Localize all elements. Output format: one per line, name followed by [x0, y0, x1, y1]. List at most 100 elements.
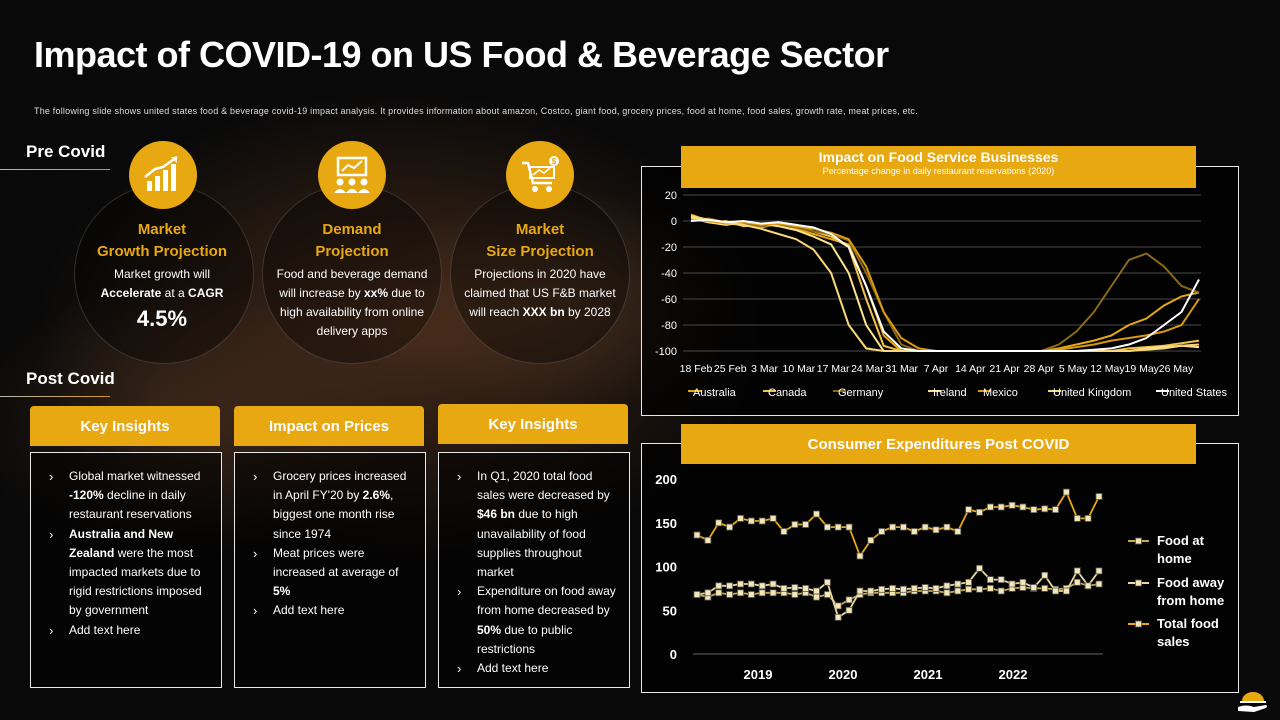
data-point-marker — [715, 589, 723, 597]
data-point-marker — [878, 528, 886, 535]
data-point-marker — [889, 523, 897, 531]
x-tick-label: 21 Apr — [989, 363, 1020, 375]
x-tick-label: 24 Mar — [851, 363, 884, 375]
data-point-marker — [1030, 506, 1038, 513]
data-point-marker — [954, 580, 962, 588]
data-point-marker — [878, 585, 886, 593]
y-tick-label: -60 — [661, 294, 677, 306]
legend-marker — [1135, 620, 1142, 628]
data-point-marker — [802, 521, 810, 528]
x-tick-label: 19 May — [1124, 363, 1159, 375]
data-point-marker — [997, 587, 1005, 595]
data-point-marker — [921, 584, 929, 591]
growth-projection-card — [74, 184, 254, 364]
list-item: Expenditure on food away from home decre… — [455, 582, 619, 659]
page-title: Impact of COVID-19 on US Food & Beverage… — [34, 34, 889, 75]
data-point-marker — [856, 552, 864, 560]
data-point-marker — [791, 521, 799, 528]
data-point-marker — [747, 517, 755, 525]
y-tick-label: -40 — [661, 268, 677, 280]
data-point-marker — [747, 580, 755, 588]
list-item: Grocery prices increased in April FY'20 … — [251, 467, 415, 544]
data-point-marker — [737, 580, 744, 588]
data-point-marker — [715, 519, 723, 527]
x-tick-label: 3 Mar — [751, 363, 778, 375]
data-point-marker — [1095, 493, 1103, 500]
impact-on-prices-heading: Impact on Prices — [234, 406, 424, 446]
data-point-marker — [1019, 503, 1027, 511]
series-line — [690, 216, 1200, 352]
x-tick-label: 17 Mar — [817, 363, 850, 375]
data-point-marker — [1062, 488, 1070, 496]
legend-marker — [1135, 579, 1142, 587]
data-point-marker — [910, 528, 918, 535]
data-point-marker — [899, 523, 907, 531]
presentation-audience-icon — [318, 141, 386, 209]
data-point-marker — [726, 523, 733, 531]
data-point-marker — [1095, 580, 1103, 588]
data-point-marker — [943, 589, 951, 597]
x-tick-label: 5 May — [1059, 363, 1088, 375]
data-point-marker — [693, 591, 701, 598]
list-item: In Q1, 2020 total food sales were decrea… — [455, 467, 619, 582]
data-point-marker — [1084, 582, 1092, 590]
pre-covid-label: Pre Covid — [26, 142, 106, 161]
data-point-marker — [834, 613, 842, 621]
list-item: Australia and New Zealand were the most … — [47, 525, 211, 621]
page-subtitle: The following slide shows united states … — [34, 106, 918, 116]
data-point-marker — [1073, 578, 1081, 586]
series-line — [690, 214, 1200, 352]
data-point-marker — [726, 582, 733, 590]
growth-projection-text: Market growth will Accelerate at a CAGR — [100, 267, 224, 300]
data-point-marker — [758, 517, 766, 525]
consumer-expenditures-chart-header: Consumer Expenditures Post COVID — [681, 424, 1196, 464]
x-tick-label: 18 Feb — [680, 363, 713, 375]
data-point-marker — [769, 589, 777, 597]
key-insights-heading: Key Insights — [30, 406, 220, 446]
data-point-marker — [997, 503, 1005, 511]
data-point-marker — [889, 585, 897, 592]
legend-label: United Kingdom — [1053, 387, 1131, 399]
pre-covid-underline — [0, 169, 110, 170]
data-point-marker — [704, 536, 712, 544]
list-item: Global market witnessed -120% decline in… — [47, 467, 211, 525]
data-point-marker — [758, 582, 766, 590]
data-point-marker — [704, 589, 712, 597]
x-tick-label: 14 Apr — [955, 363, 986, 375]
y-tick-label: 100 — [655, 560, 677, 575]
data-point-marker — [823, 591, 831, 598]
series-line — [690, 218, 1200, 352]
data-point-marker — [747, 591, 755, 598]
data-point-marker — [780, 585, 788, 592]
data-point-marker — [921, 523, 929, 531]
legend-label: Food at home — [1157, 533, 1205, 566]
series-line — [690, 213, 1200, 352]
data-point-marker — [813, 587, 820, 595]
data-point-marker — [943, 523, 951, 531]
y-tick-label: 20 — [665, 190, 677, 202]
x-tick-label: 2020 — [829, 667, 858, 682]
x-tick-label: 10 Mar — [783, 363, 816, 375]
x-tick-label: 2019 — [744, 667, 773, 682]
food-service-chart-title: Impact on Food Service Businesses — [818, 149, 1059, 165]
market-size-title: Market Size Projection — [486, 221, 594, 260]
data-point-marker — [834, 523, 842, 531]
data-point-marker — [965, 578, 973, 586]
data-point-marker — [813, 593, 820, 601]
legend-label: Total food sales — [1157, 616, 1219, 649]
series-line — [690, 217, 1200, 352]
data-point-marker — [769, 580, 777, 588]
shopping-cart-dollar-icon: $ — [506, 141, 574, 209]
legend-label: Canada — [768, 387, 807, 399]
data-point-marker — [976, 585, 983, 593]
list-item: Meat prices were increased at average of… — [251, 544, 415, 602]
legend-label: Australia — [693, 387, 737, 399]
legend-label: Ireland — [933, 387, 967, 399]
data-point-marker — [997, 576, 1005, 583]
data-point-marker — [802, 585, 810, 592]
cagr-value: 4.5% — [136, 306, 188, 331]
food-hand-logo-icon — [1236, 691, 1270, 718]
key-insights-2-box: In Q1, 2020 total food sales were decrea… — [438, 452, 630, 688]
x-tick-label: 25 Feb — [714, 363, 747, 375]
